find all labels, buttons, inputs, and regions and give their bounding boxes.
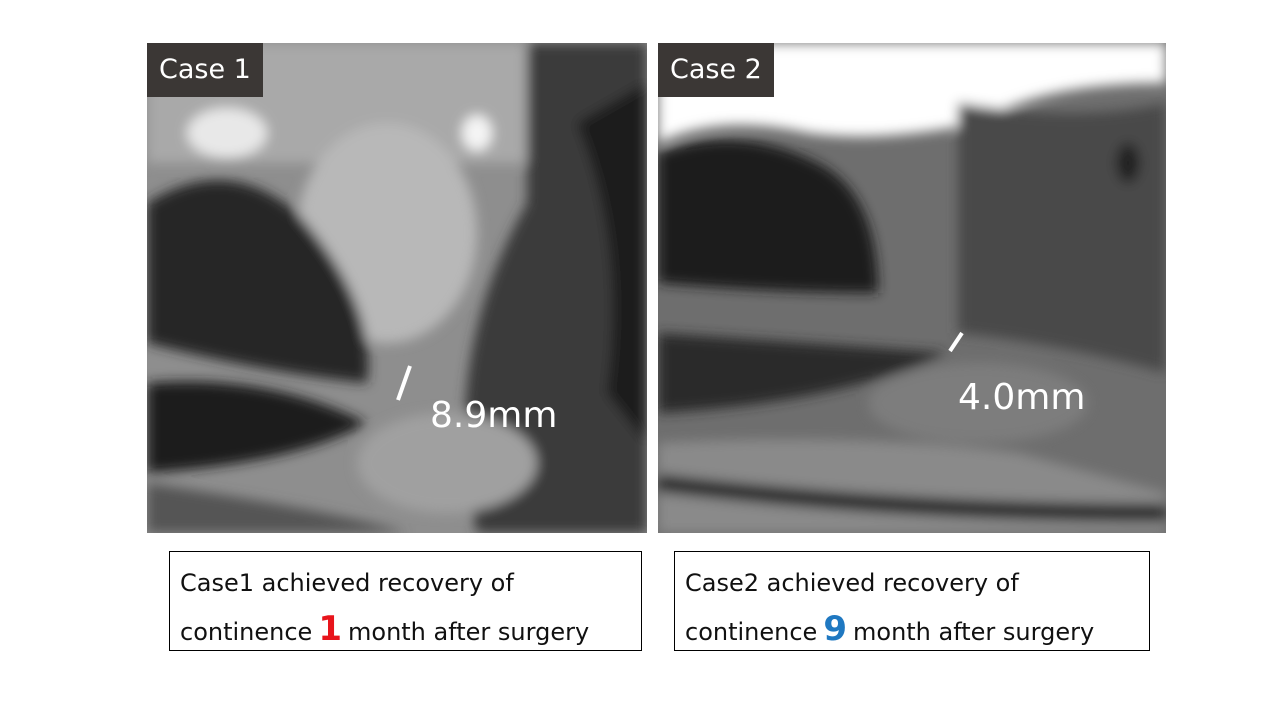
caption-text: continence (685, 618, 818, 646)
highlight-number: 1 (318, 609, 342, 649)
mri-image (147, 43, 647, 533)
caption-text: month after surgery (348, 618, 590, 646)
caption-text: continence (180, 618, 313, 646)
caption-box: Case2 achieved recovery of continence 9 mo… (674, 551, 1150, 651)
case-label: Case 2 (658, 43, 774, 97)
case-label: Case 1 (147, 43, 263, 97)
caption-text: month after surgery (853, 618, 1095, 646)
caption-line: continence 9 month after surgery (685, 606, 1139, 655)
measurement: 4.0mm (958, 377, 1086, 418)
highlight-number: 9 (823, 609, 847, 649)
caption-line: Case1 achieved recovery of (180, 569, 514, 597)
measurement: 8.9mm (430, 395, 558, 436)
mri-image (658, 43, 1166, 533)
caption-box: Case1 achieved recovery of continence 1 mo… (169, 551, 642, 651)
caption-line: Case2 achieved recovery of (685, 569, 1019, 597)
caption-line: continence 1 month after surgery (180, 606, 631, 655)
